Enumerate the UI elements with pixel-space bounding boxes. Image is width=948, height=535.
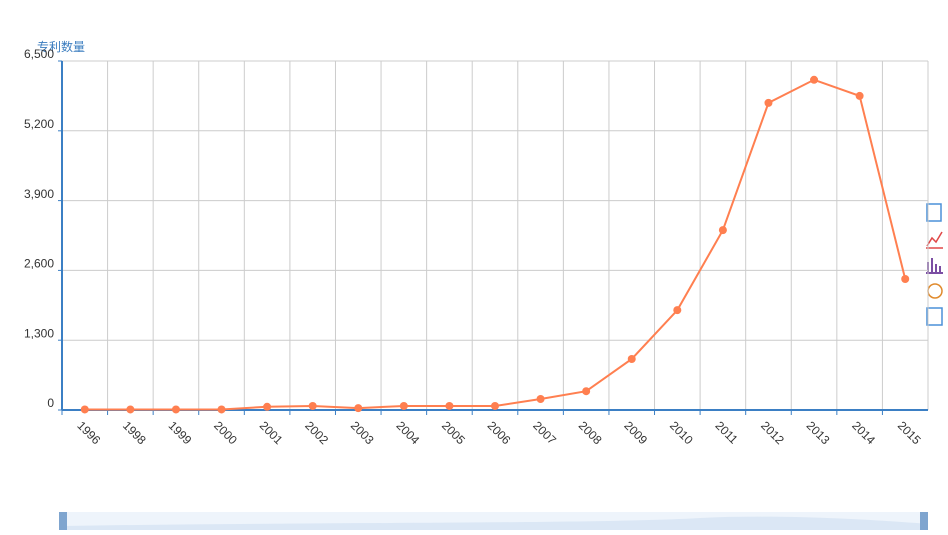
x-tick-label: 2010 xyxy=(667,418,696,447)
point xyxy=(308,401,317,410)
point xyxy=(491,401,499,410)
x-tick-label: 2001 xyxy=(257,418,286,447)
x-tick-label: 2003 xyxy=(348,418,377,447)
point xyxy=(810,75,819,84)
point xyxy=(627,354,636,363)
tool-bar[interactable] xyxy=(926,258,943,274)
tool-line[interactable] xyxy=(926,231,943,249)
zoom-handle[interactable] xyxy=(59,512,67,530)
y-tick-label: 3,900 xyxy=(24,187,54,201)
toolbox[interactable] xyxy=(926,203,943,326)
point xyxy=(855,91,864,100)
x-tick-label: 1996 xyxy=(74,418,103,447)
point xyxy=(171,405,180,414)
point xyxy=(445,401,454,410)
x-tick-label: 2005 xyxy=(439,418,468,447)
x-tick-label: 2009 xyxy=(621,418,650,447)
point xyxy=(263,402,272,411)
point xyxy=(217,405,226,414)
point xyxy=(901,274,910,283)
tool-save[interactable] xyxy=(926,307,943,326)
x-tick-label: 1999 xyxy=(166,418,195,447)
x-tick-label: 1998 xyxy=(120,418,149,447)
x-tick-label: 2007 xyxy=(530,418,559,447)
x-tick-label: 2002 xyxy=(302,418,331,447)
point xyxy=(718,226,727,235)
point xyxy=(536,394,545,403)
x-tick-label: 2006 xyxy=(485,418,514,447)
point xyxy=(673,306,682,315)
point xyxy=(764,98,773,107)
line xyxy=(84,78,907,411)
x-tick-label: 2000 xyxy=(211,418,240,447)
tool-data-view[interactable] xyxy=(926,203,942,222)
point xyxy=(354,404,363,413)
x-tick-label: 2012 xyxy=(758,418,787,447)
zoom-shadow xyxy=(62,516,928,530)
x-tick-label: 2011 xyxy=(713,418,741,446)
point xyxy=(399,401,408,410)
point xyxy=(582,387,591,396)
point xyxy=(80,405,89,414)
y-tick-label: 6,500 xyxy=(24,47,54,61)
tool-restore[interactable] xyxy=(927,283,943,299)
y-tick-label: 1,300 xyxy=(24,326,54,340)
point xyxy=(126,405,135,414)
x-tick-label: 2014 xyxy=(849,418,878,447)
y-tick-label: 2,600 xyxy=(24,257,54,271)
data-zoom[interactable] xyxy=(59,512,928,530)
x-tick-label: 2015 xyxy=(895,418,924,447)
y-tick-label: 5,200 xyxy=(24,117,54,131)
zoom-handle[interactable] xyxy=(920,512,928,530)
y-tick-label: 0 xyxy=(47,396,54,410)
x-tick-label: 2004 xyxy=(393,418,422,447)
y-axis-title: 专利数量 xyxy=(37,39,85,54)
x-tick-label: 2013 xyxy=(804,418,833,447)
x-tick-label: 2008 xyxy=(576,418,605,447)
